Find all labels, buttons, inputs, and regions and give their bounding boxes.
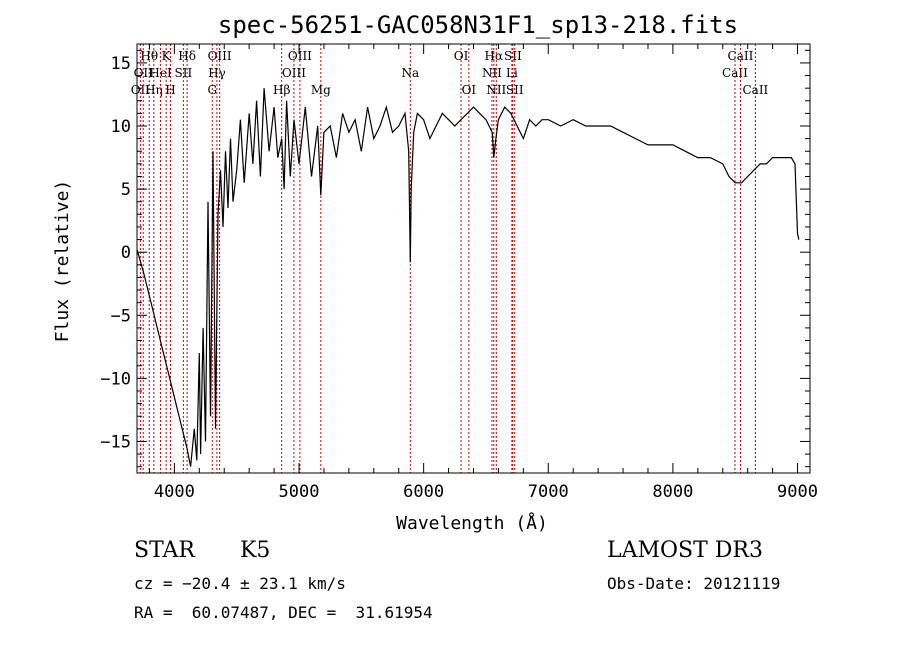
y-tick-label: −5 (111, 306, 131, 326)
line-marker-label: OII (131, 83, 151, 97)
tick-layer: 4000 5000 6000 7000 8000 9000 −15 −10 −5 0 5 10 15 (100, 44, 818, 502)
x-tick-label: 5000 (279, 482, 320, 502)
line-marker-label: Hδ (178, 49, 196, 63)
line-marker-label: OIII (208, 49, 232, 63)
line-marker-label: Hβ (273, 83, 290, 97)
line-marker-label: OIII (282, 66, 306, 80)
line-marker-label: HeI (149, 66, 172, 80)
line-marker-label: CaII (722, 66, 748, 80)
line-marker-label: Na (401, 66, 419, 80)
line-marker-label: SII (504, 49, 522, 63)
coordinates: RA = 60.07487, DEC = 31.61954 (134, 603, 433, 622)
plot-frame (136, 43, 811, 474)
series-layer (136, 88, 800, 467)
line-marker-label: K (162, 49, 172, 63)
line-marker-label: Hη (145, 83, 163, 97)
line-marker-label: H (165, 83, 175, 97)
y-tick-label: 5 (121, 180, 131, 200)
line-marker-label: Hα (485, 49, 504, 63)
survey-name: LAMOST DR3 (607, 538, 763, 563)
line-marker-label: SII (506, 83, 524, 97)
y-tick-label: 0 (121, 243, 131, 263)
y-tick-label: −10 (100, 369, 131, 389)
spectrum-line (136, 88, 800, 467)
y-tick-label: 10 (111, 117, 131, 137)
line-marker-label: NII (482, 66, 502, 80)
line-marker-label: OII (134, 66, 154, 80)
line-marker-label: Hθ (140, 49, 158, 63)
line-marker-label: SII (175, 66, 193, 80)
x-tick-label: 6000 (403, 482, 444, 502)
x-tick-label: 9000 (777, 482, 818, 502)
object-subclass: K5 (240, 538, 271, 563)
line-marker-label: Mg (311, 83, 331, 97)
line-marker-label: G (207, 83, 217, 97)
x-tick-label: 8000 (652, 482, 693, 502)
x-axis-label: Wavelength (Å) (396, 512, 548, 534)
line-marker-label: OI (462, 83, 477, 97)
y-tick-label: −15 (100, 432, 131, 452)
x-tick-label: 7000 (528, 482, 569, 502)
x-tick-label: 4000 (154, 482, 195, 502)
line-marker-label: Hγ (208, 66, 226, 80)
line-marker-label: OIII (288, 49, 312, 63)
line-marker-label: Li (506, 66, 518, 80)
line-marker-layer: OIIOIIHθHηHeIKHSIIHδGHγOIIIHβOIIIOIIIMgN… (131, 44, 769, 473)
chart-title: spec-56251-GAC058N31F1_sp13-218.fits (218, 11, 738, 39)
object-class: STAR (134, 538, 195, 563)
line-marker-label: CaII (742, 83, 768, 97)
line-marker-label: OI (454, 49, 469, 63)
line-marker-label: NII (486, 83, 506, 97)
redshift-text: cz = −20.4 ± 23.1 km/s (134, 574, 346, 593)
y-axis-label: Flux (relative) (52, 180, 73, 343)
line-marker-label: CaII (728, 49, 754, 63)
obs-date: Obs-Date: 20121119 (607, 574, 781, 593)
y-tick-label: 15 (111, 54, 131, 74)
